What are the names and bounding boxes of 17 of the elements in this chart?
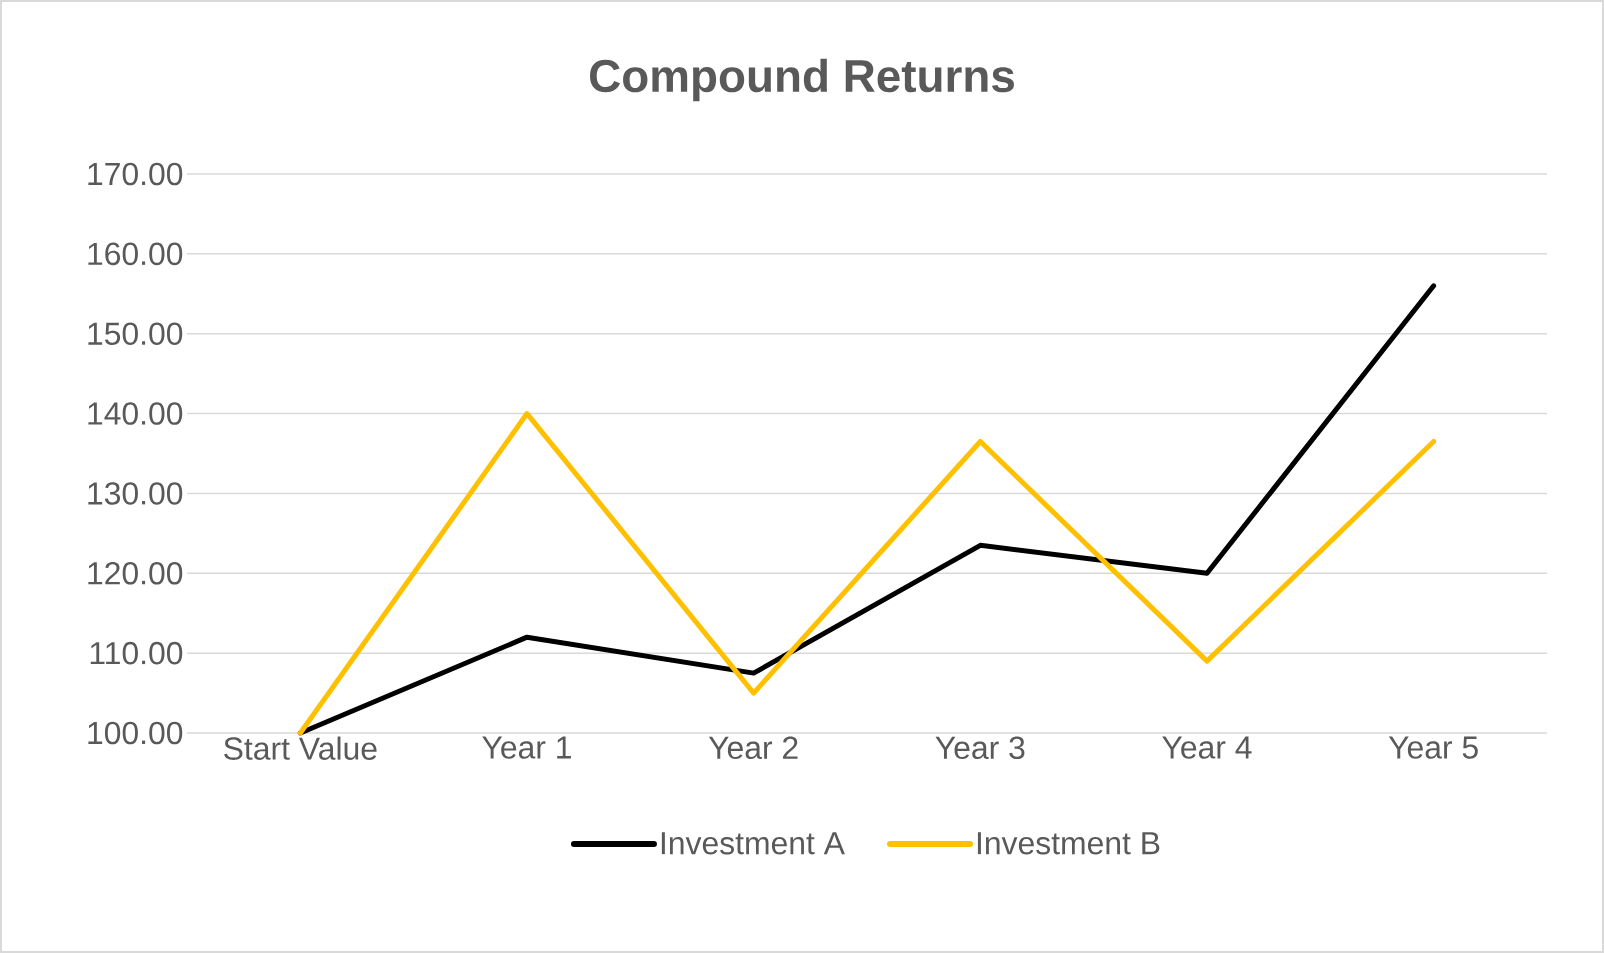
y-tick-label: 160.00 xyxy=(88,242,183,266)
legend-label: Investment B xyxy=(977,832,1160,855)
x-tick-label: Start Value xyxy=(224,736,377,760)
x-tick-label: Year 2 xyxy=(708,736,798,760)
y-tick-label: 100.00 xyxy=(88,721,183,745)
y-tick-label: 170.00 xyxy=(88,162,183,186)
x-tick-label: Year 3 xyxy=(935,736,1025,760)
y-tick-label: 130.00 xyxy=(88,482,183,505)
legend-label: Investment A xyxy=(661,832,845,855)
x-tick-label: Year 5 xyxy=(1388,736,1478,759)
y-tick-label: 110.00 xyxy=(90,641,183,665)
chart-title: Compound Returns xyxy=(590,58,1014,102)
x-tick-label: Year 1 xyxy=(482,736,571,759)
y-tick-label: 120.00 xyxy=(88,562,183,585)
y-tick-label: 140.00 xyxy=(88,402,183,425)
x-tick-label: Year 4 xyxy=(1162,736,1252,759)
y-tick-label: 150.00 xyxy=(88,322,183,345)
